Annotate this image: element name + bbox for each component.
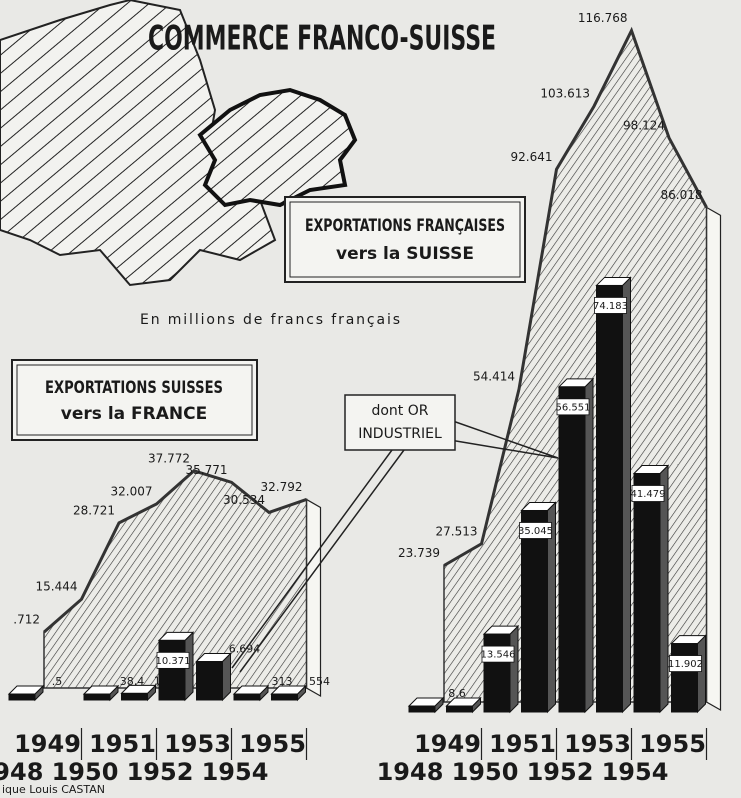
value-label-box: [519, 522, 552, 539]
bar-side: [622, 276, 631, 714]
x-tick-label: 1952: [527, 758, 594, 786]
x-tick-label: 1949: [14, 730, 81, 758]
value-label: 30.534: [223, 493, 265, 507]
page-title: COMMERCE FRANCO-SUISSE: [148, 19, 496, 59]
bar-side: [509, 624, 519, 714]
x-tick-label: 1949: [414, 730, 481, 758]
box-fr: [284, 196, 526, 283]
bar: [196, 661, 223, 701]
x-tick-label: 1953: [164, 730, 231, 758]
bar: [83, 693, 111, 701]
x-tick-label: 1950: [52, 758, 119, 786]
bar: [271, 693, 298, 701]
value-label: 98.124: [623, 118, 665, 132]
area-side: [705, 206, 722, 712]
value-label: .712: [13, 613, 40, 627]
value-label-box: [594, 297, 627, 314]
bar: [633, 472, 661, 713]
bar-side: [697, 634, 706, 714]
annotation-box: [344, 394, 456, 451]
value-label: 74.183: [593, 301, 628, 312]
x-tick-label: 1951: [489, 730, 556, 758]
box-ch: [11, 359, 258, 441]
x-tick-label: 1955: [639, 730, 706, 758]
map-france: [0, 0, 277, 287]
bar: [233, 693, 261, 701]
value-label: 116.768: [578, 11, 628, 25]
bar: [8, 693, 36, 701]
bar-side: [659, 464, 669, 714]
box-title: EXPORTATIONS SUISSES: [45, 378, 223, 398]
value-label: 54.414: [473, 370, 515, 384]
value-label: 56.551: [556, 402, 591, 413]
x-tick-label: 1951: [89, 730, 156, 758]
bar: [521, 509, 548, 713]
box-subtitle: vers la SUISSE: [336, 244, 474, 264]
bar: [596, 284, 623, 713]
page-subtitle: En millions de francs français: [140, 312, 400, 328]
annotation: dont OR: [371, 403, 428, 419]
value-label: 23.739: [398, 546, 440, 560]
value-label: 103.613: [540, 87, 590, 101]
bar: [121, 692, 148, 701]
box-subtitle: vers la FRANCE: [61, 404, 207, 424]
value-label: 38,4: [120, 675, 145, 688]
x-tick-label: 1954: [602, 758, 669, 786]
value-label: 28.721: [73, 503, 115, 517]
value-label: 37.772: [148, 451, 190, 465]
value-label-box: [156, 651, 190, 669]
x-tick-label: 1952: [127, 758, 194, 786]
value-label: 35.771: [186, 463, 228, 477]
value-label-box: [556, 398, 590, 416]
x-tick-label: 1950: [452, 758, 519, 786]
x-tick-label: 1948: [377, 758, 444, 786]
value-label: 313: [272, 675, 293, 688]
value-label: 86.018: [661, 188, 703, 202]
credit: ique Louis CASTAN: [2, 783, 105, 796]
bar: [408, 705, 436, 713]
value-label: 13.546: [481, 650, 516, 661]
box-ch-inner: [16, 364, 253, 436]
value-label: 15.444: [36, 580, 78, 594]
bar: [558, 386, 586, 713]
bar: [446, 705, 473, 713]
value-label: 32.007: [111, 484, 153, 498]
box-title: EXPORTATIONS FRANÇAISES: [305, 216, 505, 236]
value-label: 6.694: [229, 643, 261, 656]
bar: [158, 639, 186, 701]
box-fr-inner: [289, 201, 521, 278]
value-label: 27.513: [436, 524, 478, 538]
area-top: [443, 26, 708, 567]
value-label: 92.641: [511, 150, 553, 164]
value-label: 35.045: [518, 526, 553, 537]
pointer-lines: [231, 419, 559, 673]
x-tick-label: 1954: [202, 758, 269, 786]
value-label-box: [669, 655, 702, 672]
map-switzerland: [197, 87, 358, 208]
x-tick-label: 1948: [0, 758, 43, 786]
value-label: 11.902: [668, 659, 703, 670]
value-label: 41.479: [631, 489, 666, 500]
value-label: .5: [52, 675, 63, 688]
value-label: 554: [309, 675, 330, 688]
x-tick-label: 1955: [239, 730, 306, 758]
bar-side: [584, 377, 594, 714]
x-tick-label: 1953: [564, 730, 631, 758]
annotation: INDUSTRIEL: [358, 426, 442, 442]
area-side: [305, 498, 322, 698]
value-label: 8,6: [448, 687, 466, 700]
value-label-box: [631, 485, 665, 502]
value-label-box: [481, 645, 515, 663]
bar: [671, 643, 698, 713]
area-top: [43, 469, 307, 634]
value-label: 32.792: [261, 480, 303, 494]
value-label: 10.371: [156, 656, 191, 667]
